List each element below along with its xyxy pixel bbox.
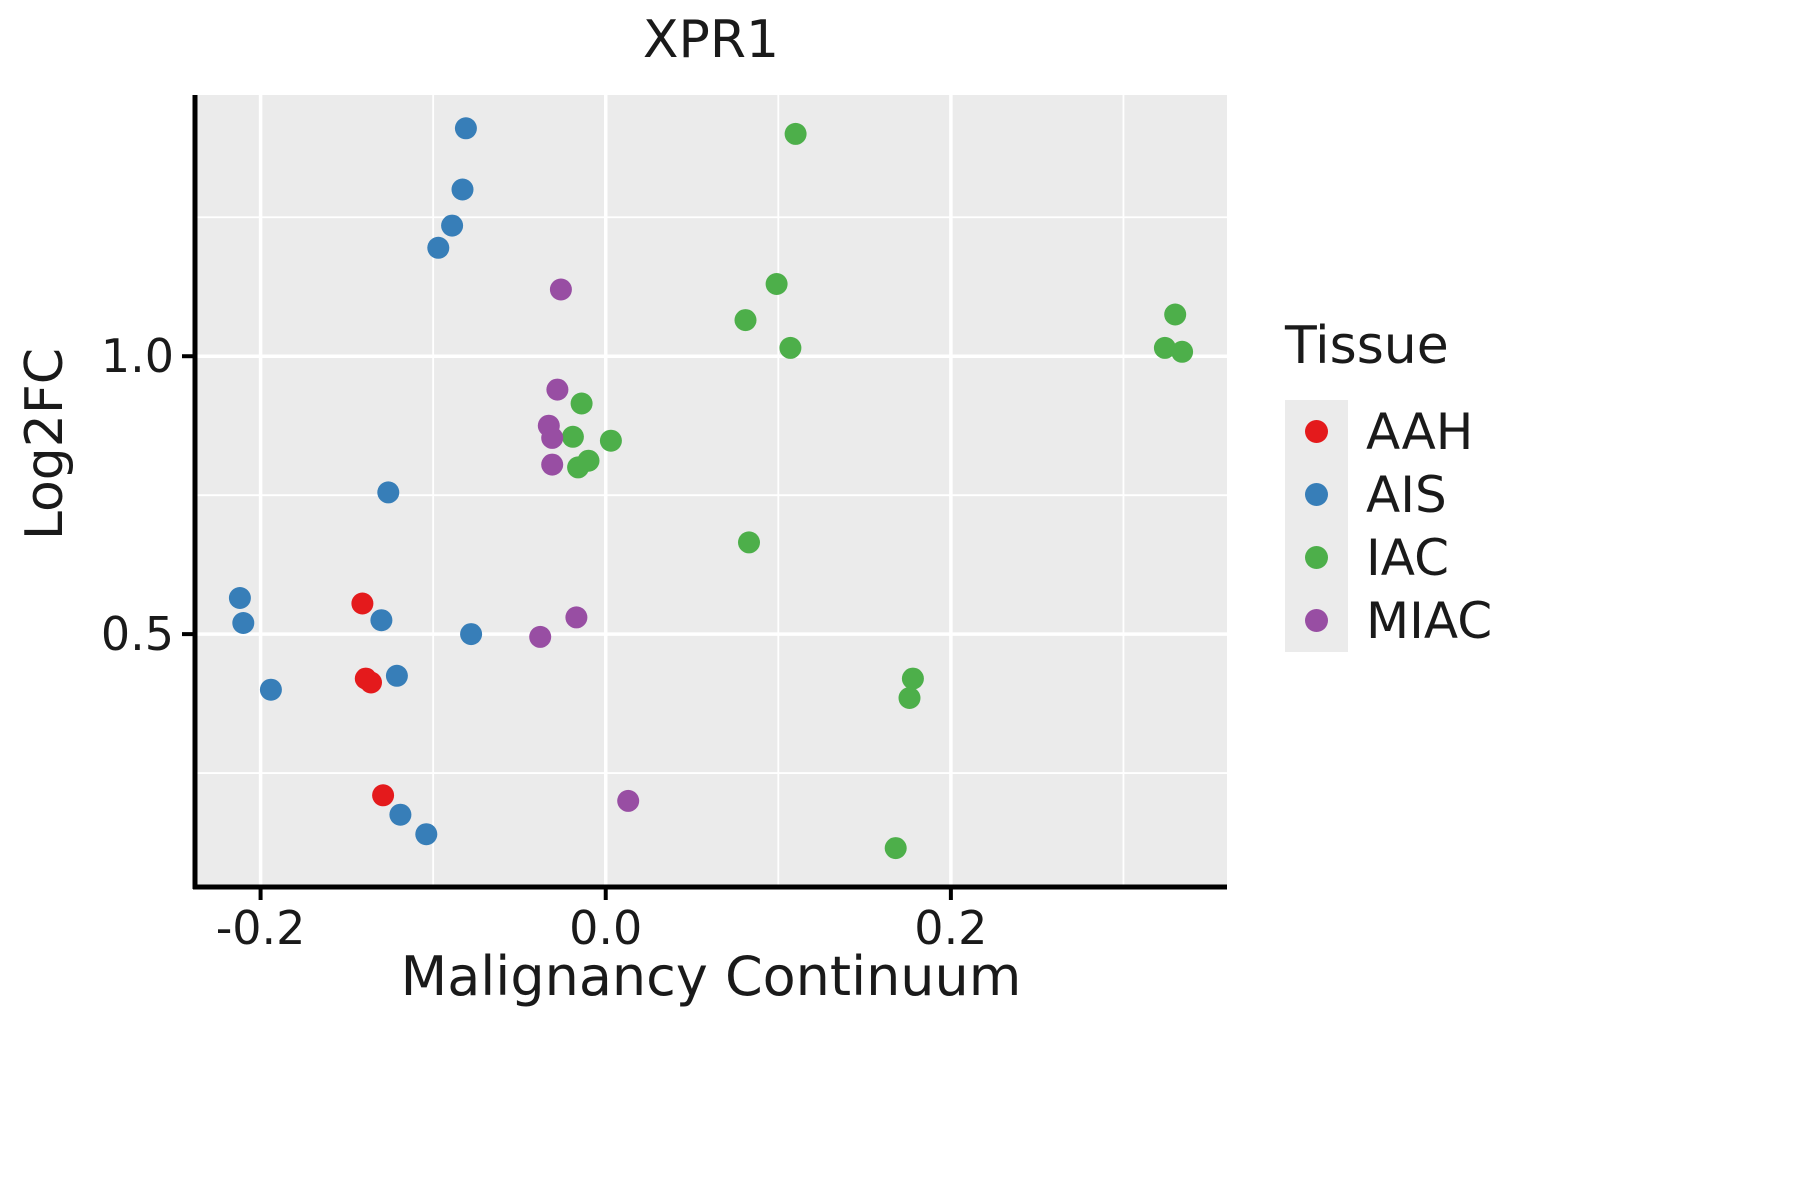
- legend-key: [1285, 400, 1348, 463]
- legend-dot-icon: [1305, 609, 1328, 632]
- point-iac[interactable]: [898, 687, 921, 709]
- legend-key: [1285, 526, 1348, 589]
- panel-background: [195, 95, 1227, 887]
- plot-panel: [182, 95, 1227, 900]
- point-miac[interactable]: [529, 625, 552, 648]
- point-iac[interactable]: [779, 336, 802, 359]
- point-miac[interactable]: [617, 789, 640, 812]
- point-ais[interactable]: [259, 678, 282, 701]
- point-ais[interactable]: [228, 587, 251, 609]
- point-iac[interactable]: [1164, 303, 1187, 326]
- point-iac[interactable]: [599, 429, 622, 452]
- y-tick-label: 0.5: [100, 607, 174, 662]
- legend-label: IAC: [1366, 528, 1449, 587]
- point-iac[interactable]: [734, 309, 757, 332]
- point-ais[interactable]: [451, 178, 474, 201]
- legend-title: Tissue: [1285, 316, 1449, 376]
- point-iac[interactable]: [570, 392, 593, 415]
- point-aah[interactable]: [372, 784, 395, 807]
- point-ais[interactable]: [377, 481, 400, 504]
- legend: Tissue AAH AIS IAC MIAC: [1285, 316, 1492, 652]
- point-ais[interactable]: [427, 236, 450, 259]
- legend-key: [1285, 463, 1348, 526]
- point-ais[interactable]: [441, 214, 464, 237]
- point-ais[interactable]: [232, 612, 255, 634]
- y-tick-label: 1.0: [100, 329, 174, 384]
- point-miac[interactable]: [541, 453, 564, 476]
- point-miac[interactable]: [541, 426, 564, 449]
- point-miac[interactable]: [546, 378, 569, 401]
- point-iac[interactable]: [765, 273, 788, 295]
- legend-item-aah[interactable]: AAH: [1285, 400, 1492, 463]
- x-axis-label: Malignancy Continuum: [400, 945, 1022, 1008]
- point-iac[interactable]: [1153, 336, 1176, 359]
- point-miac[interactable]: [549, 278, 572, 301]
- x-tick-label: -0.2: [215, 901, 306, 955]
- legend-label: AIS: [1366, 465, 1447, 524]
- legend-item-miac[interactable]: MIAC: [1285, 589, 1492, 652]
- point-miac[interactable]: [565, 606, 588, 629]
- point-ais[interactable]: [454, 117, 477, 140]
- legend-label: AAH: [1366, 402, 1474, 461]
- point-ais[interactable]: [460, 623, 483, 646]
- point-aah[interactable]: [360, 671, 382, 694]
- x-tick-label: 0.0: [569, 901, 643, 955]
- point-ais[interactable]: [385, 664, 408, 687]
- point-iac[interactable]: [884, 837, 907, 860]
- legend-key: [1285, 589, 1348, 652]
- y-axis-label: Log2FC: [15, 347, 75, 541]
- point-iac[interactable]: [784, 122, 807, 145]
- legend-item-ais[interactable]: AIS: [1285, 463, 1492, 526]
- legend-items: AAH AIS IAC MIAC: [1285, 400, 1492, 652]
- point-iac[interactable]: [901, 667, 924, 690]
- point-aah[interactable]: [351, 592, 374, 615]
- legend-dot-icon: [1305, 420, 1328, 443]
- point-iac[interactable]: [738, 531, 760, 554]
- chart-title: XPR1: [642, 10, 780, 70]
- legend-label: MIAC: [1366, 591, 1493, 650]
- legend-item-iac[interactable]: IAC: [1285, 526, 1492, 589]
- point-ais[interactable]: [370, 609, 393, 632]
- point-iac[interactable]: [1171, 340, 1194, 363]
- point-iac[interactable]: [561, 425, 584, 448]
- legend-dot-icon: [1305, 546, 1328, 569]
- point-iac[interactable]: [577, 449, 600, 472]
- point-ais[interactable]: [415, 823, 438, 846]
- point-ais[interactable]: [389, 803, 412, 826]
- x-tick-label: 0.2: [914, 901, 988, 955]
- legend-dot-icon: [1305, 483, 1328, 506]
